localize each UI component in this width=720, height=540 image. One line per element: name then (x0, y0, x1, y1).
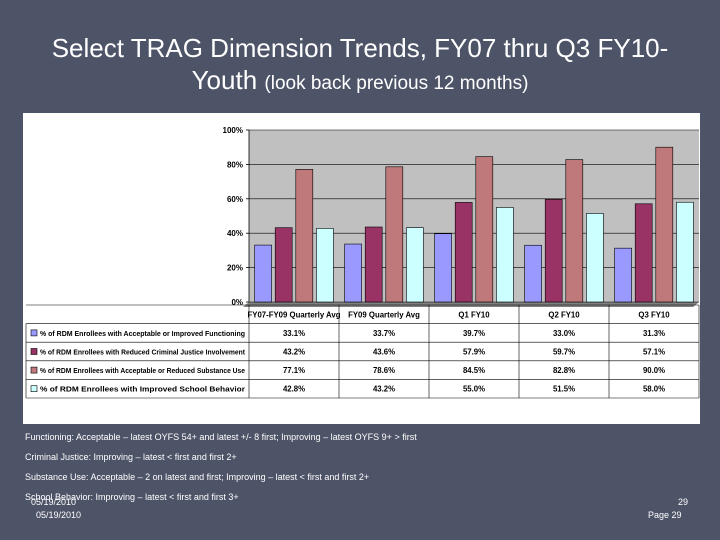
bar (254, 244, 272, 303)
bar (524, 244, 542, 303)
bar (565, 159, 584, 303)
note-criminal-justice: Criminal Justice: Improving – latest < f… (25, 452, 237, 462)
data-label: 33.1% (283, 329, 305, 338)
data-label: 43.6% (373, 348, 395, 357)
bar (274, 227, 293, 303)
data-label: 59.7% (553, 348, 575, 357)
data-label: 78.6% (373, 366, 395, 375)
bar (406, 227, 424, 303)
title-youth: Youth (191, 65, 258, 95)
data-label: 39.7% (463, 329, 485, 338)
data-label: 51.5% (553, 385, 575, 394)
definition-notes: Functioning: Acceptable – latest OYFS 54… (25, 432, 625, 512)
y-tick-label: 100% (223, 126, 243, 135)
x-category-label: Q1 FY10 (458, 310, 490, 319)
bar (475, 156, 494, 303)
x-category-label: FY09 Quarterly Avg (348, 310, 420, 319)
bar (434, 233, 452, 303)
data-label: 57.9% (463, 348, 485, 357)
note-functioning: Functioning: Acceptable – latest OYFS 54… (25, 432, 417, 442)
y-tick-label: 20% (227, 264, 243, 273)
legend-entry: % of RDM Enrollees with Acceptable or Re… (40, 366, 245, 375)
chart-panel: 0% 20% 40% 60% 80% 100% FY07-FY09 Quarterly Av… (23, 113, 700, 424)
title-line-1: Select TRAG Dimension Trends, FY07 thru … (51, 33, 669, 63)
legend-entry: % of RDM Enrollees with Improved School … (40, 385, 245, 394)
footer-date: 05/19/2010 (31, 497, 77, 507)
note-school-behavior: School Behavior: Improving – latest < fi… (25, 492, 239, 502)
data-label: 55.0% (463, 385, 485, 394)
x-category-label: Q3 FY10 (638, 310, 670, 319)
legend-entry: % of RDM Enrollees with Reduced Criminal… (40, 348, 246, 357)
bar (544, 199, 563, 303)
data-label: 84.5% (463, 366, 485, 375)
data-label: 33.0% (553, 329, 575, 338)
bar (316, 228, 334, 303)
data-label: 82.8% (553, 366, 575, 375)
data-label: 43.2% (373, 385, 395, 394)
data-label: 31.3% (643, 329, 665, 338)
data-label: 58.0% (643, 385, 665, 394)
bar (385, 166, 404, 303)
legend-swatch (30, 385, 38, 393)
legend-swatch (30, 329, 38, 337)
title-subtitle: (look back previous 12 months) (264, 73, 529, 94)
bar (614, 247, 632, 303)
data-label: 90.0% (643, 366, 665, 375)
bar (344, 243, 362, 303)
y-tick-label: 40% (227, 229, 243, 238)
bar (634, 203, 653, 303)
data-label: 77.1% (283, 366, 305, 375)
note-substance-use: Substance Use: Acceptable – 2 on latest … (25, 472, 370, 482)
slide-title: Select TRAG Dimension Trends, FY07 thru … (0, 32, 720, 100)
page-label: Page 29 (648, 510, 682, 520)
title-line-2: Youth (look back previous 12 months) (0, 64, 720, 100)
legend-swatch (30, 366, 38, 374)
data-label: 43.2% (283, 348, 305, 357)
bar (655, 146, 674, 303)
data-label: 57.1% (643, 348, 665, 357)
x-category-label: FY07-FY09 Quarterly Avg (247, 310, 340, 319)
bar (364, 226, 383, 303)
bar (454, 202, 473, 303)
bar (676, 201, 694, 303)
data-label: 33.7% (373, 329, 395, 338)
bar (295, 169, 314, 303)
x-category-label: Q2 FY10 (548, 310, 580, 319)
bar (586, 213, 604, 303)
legend-swatch (30, 348, 38, 355)
bar (496, 207, 514, 303)
bar-chart: 0% 20% 40% 60% 80% 100% FY07-FY09 Quarterly Av… (25, 126, 700, 399)
footer-date-2: 05/19/2010 (36, 510, 82, 520)
y-tick-label: 60% (227, 195, 243, 204)
page-number: 29 (678, 497, 689, 507)
legend-entry: % of RDM Enrollees with Acceptable or Im… (40, 329, 245, 338)
y-tick-label: 80% (227, 160, 243, 169)
y-tick-label: 0% (231, 298, 243, 307)
data-label: 42.8% (283, 385, 305, 394)
plot-floor (243, 302, 699, 307)
